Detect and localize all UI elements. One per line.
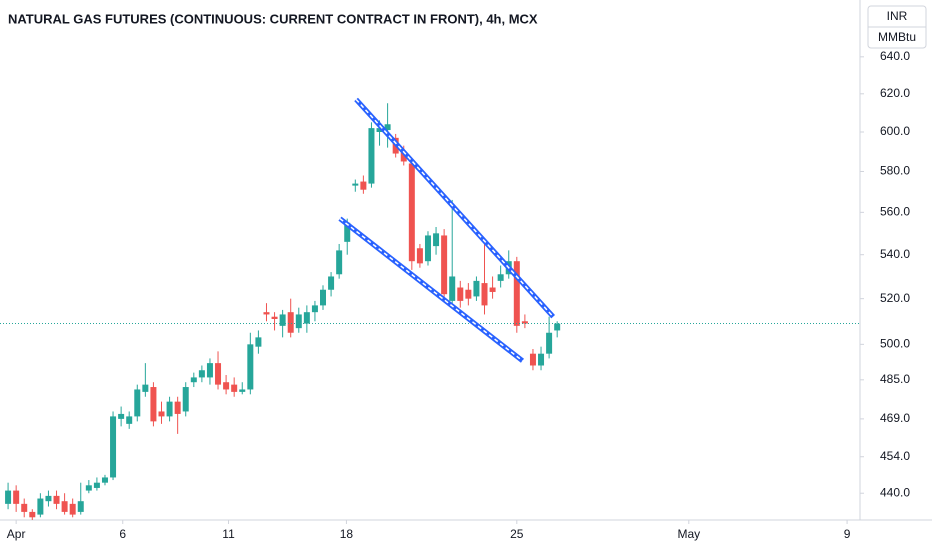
candle-body — [546, 332, 553, 354]
candle-body — [247, 344, 254, 390]
candle-body — [77, 501, 84, 512]
y-tick-label: 620.0 — [880, 86, 910, 100]
candle-body — [457, 287, 464, 301]
candle-body — [110, 416, 117, 478]
candle-body — [126, 416, 133, 424]
x-tick-label: Apr — [7, 527, 26, 541]
candle-body — [239, 389, 246, 392]
candle-body — [45, 495, 52, 502]
candle-body — [311, 305, 318, 313]
y-tick-label: 440.0 — [880, 485, 910, 499]
candle-body — [158, 411, 165, 417]
y-tick-label: 454.0 — [880, 449, 910, 463]
candle-body — [134, 389, 141, 417]
y-tick-label: 469.0 — [880, 411, 910, 425]
candle-body — [408, 163, 415, 262]
candle-body — [336, 250, 343, 275]
candle-body — [69, 503, 76, 515]
candle-body — [352, 183, 359, 186]
trend-line — [354, 97, 555, 319]
candle-body — [554, 323, 561, 331]
x-tick-label: 18 — [340, 527, 354, 541]
y-tick-label: 640.0 — [880, 49, 910, 63]
candle-body — [400, 151, 407, 162]
candle-body — [529, 353, 536, 366]
candle-body — [328, 276, 335, 290]
candle-body — [190, 377, 197, 383]
candle-body — [303, 312, 310, 324]
unit-label[interactable]: MMBtu — [878, 30, 916, 44]
candle-body — [255, 337, 262, 347]
candle-body — [433, 233, 440, 247]
chart-title: NATURAL GAS FUTURES (CONTINUOUS: CURRENT… — [8, 11, 538, 26]
candle-body — [481, 283, 488, 306]
candle-body — [295, 314, 302, 329]
candle-body — [344, 222, 351, 242]
candle-body — [166, 401, 173, 417]
y-tick-label: 485.0 — [880, 372, 910, 386]
y-tick-label: 560.0 — [880, 205, 910, 219]
candle-body — [37, 498, 44, 515]
candle-body — [29, 511, 36, 518]
candle-body — [263, 312, 270, 315]
candle-body — [376, 128, 383, 132]
candle-body — [150, 387, 157, 422]
candle-body — [320, 289, 327, 306]
candle-body — [231, 384, 238, 392]
candle-body — [93, 482, 100, 488]
candle-body — [368, 128, 375, 184]
candle-body — [538, 353, 545, 366]
candle-body — [61, 501, 68, 512]
x-tick-label: 25 — [510, 527, 524, 541]
y-tick-label: 580.0 — [880, 164, 910, 178]
candle-body — [206, 363, 213, 378]
x-tick-label: 6 — [119, 527, 126, 541]
candle-body — [5, 490, 12, 504]
candle-body — [223, 382, 230, 390]
candle-body — [21, 503, 28, 512]
candle-body — [174, 401, 181, 414]
candle-body — [473, 280, 480, 297]
candle-body — [497, 274, 504, 281]
candle-body — [360, 181, 367, 190]
y-tick-label: 540.0 — [880, 247, 910, 261]
candle-body — [101, 477, 108, 483]
candle-body — [416, 248, 423, 264]
candle-body — [53, 495, 60, 504]
candle-body — [13, 490, 20, 504]
candle-body — [449, 276, 456, 301]
candle-body — [85, 485, 92, 491]
x-tick-label: 9 — [844, 527, 851, 541]
candle-body — [384, 124, 391, 131]
trend-line-inner — [339, 218, 523, 362]
candle-body — [465, 289, 472, 299]
candle-body — [424, 235, 431, 262]
candle-body — [513, 261, 520, 326]
candle-body — [215, 363, 222, 385]
candle-body — [182, 387, 189, 412]
candle-body — [441, 235, 448, 295]
currency-label[interactable]: INR — [887, 9, 908, 23]
candle-body — [279, 314, 286, 326]
x-tick-label: May — [677, 527, 700, 541]
candle-body — [118, 413, 125, 419]
candle-body — [287, 312, 294, 333]
candle-body — [521, 321, 528, 324]
candle-body — [271, 316, 278, 319]
candle-body — [489, 287, 496, 292]
candle-body — [142, 384, 149, 392]
y-tick-label: 600.0 — [880, 124, 910, 138]
x-tick-label: 11 — [222, 527, 235, 541]
y-tick-label: 520.0 — [880, 291, 910, 305]
y-tick-label: 500.0 — [880, 337, 910, 351]
candle-body — [198, 370, 205, 378]
